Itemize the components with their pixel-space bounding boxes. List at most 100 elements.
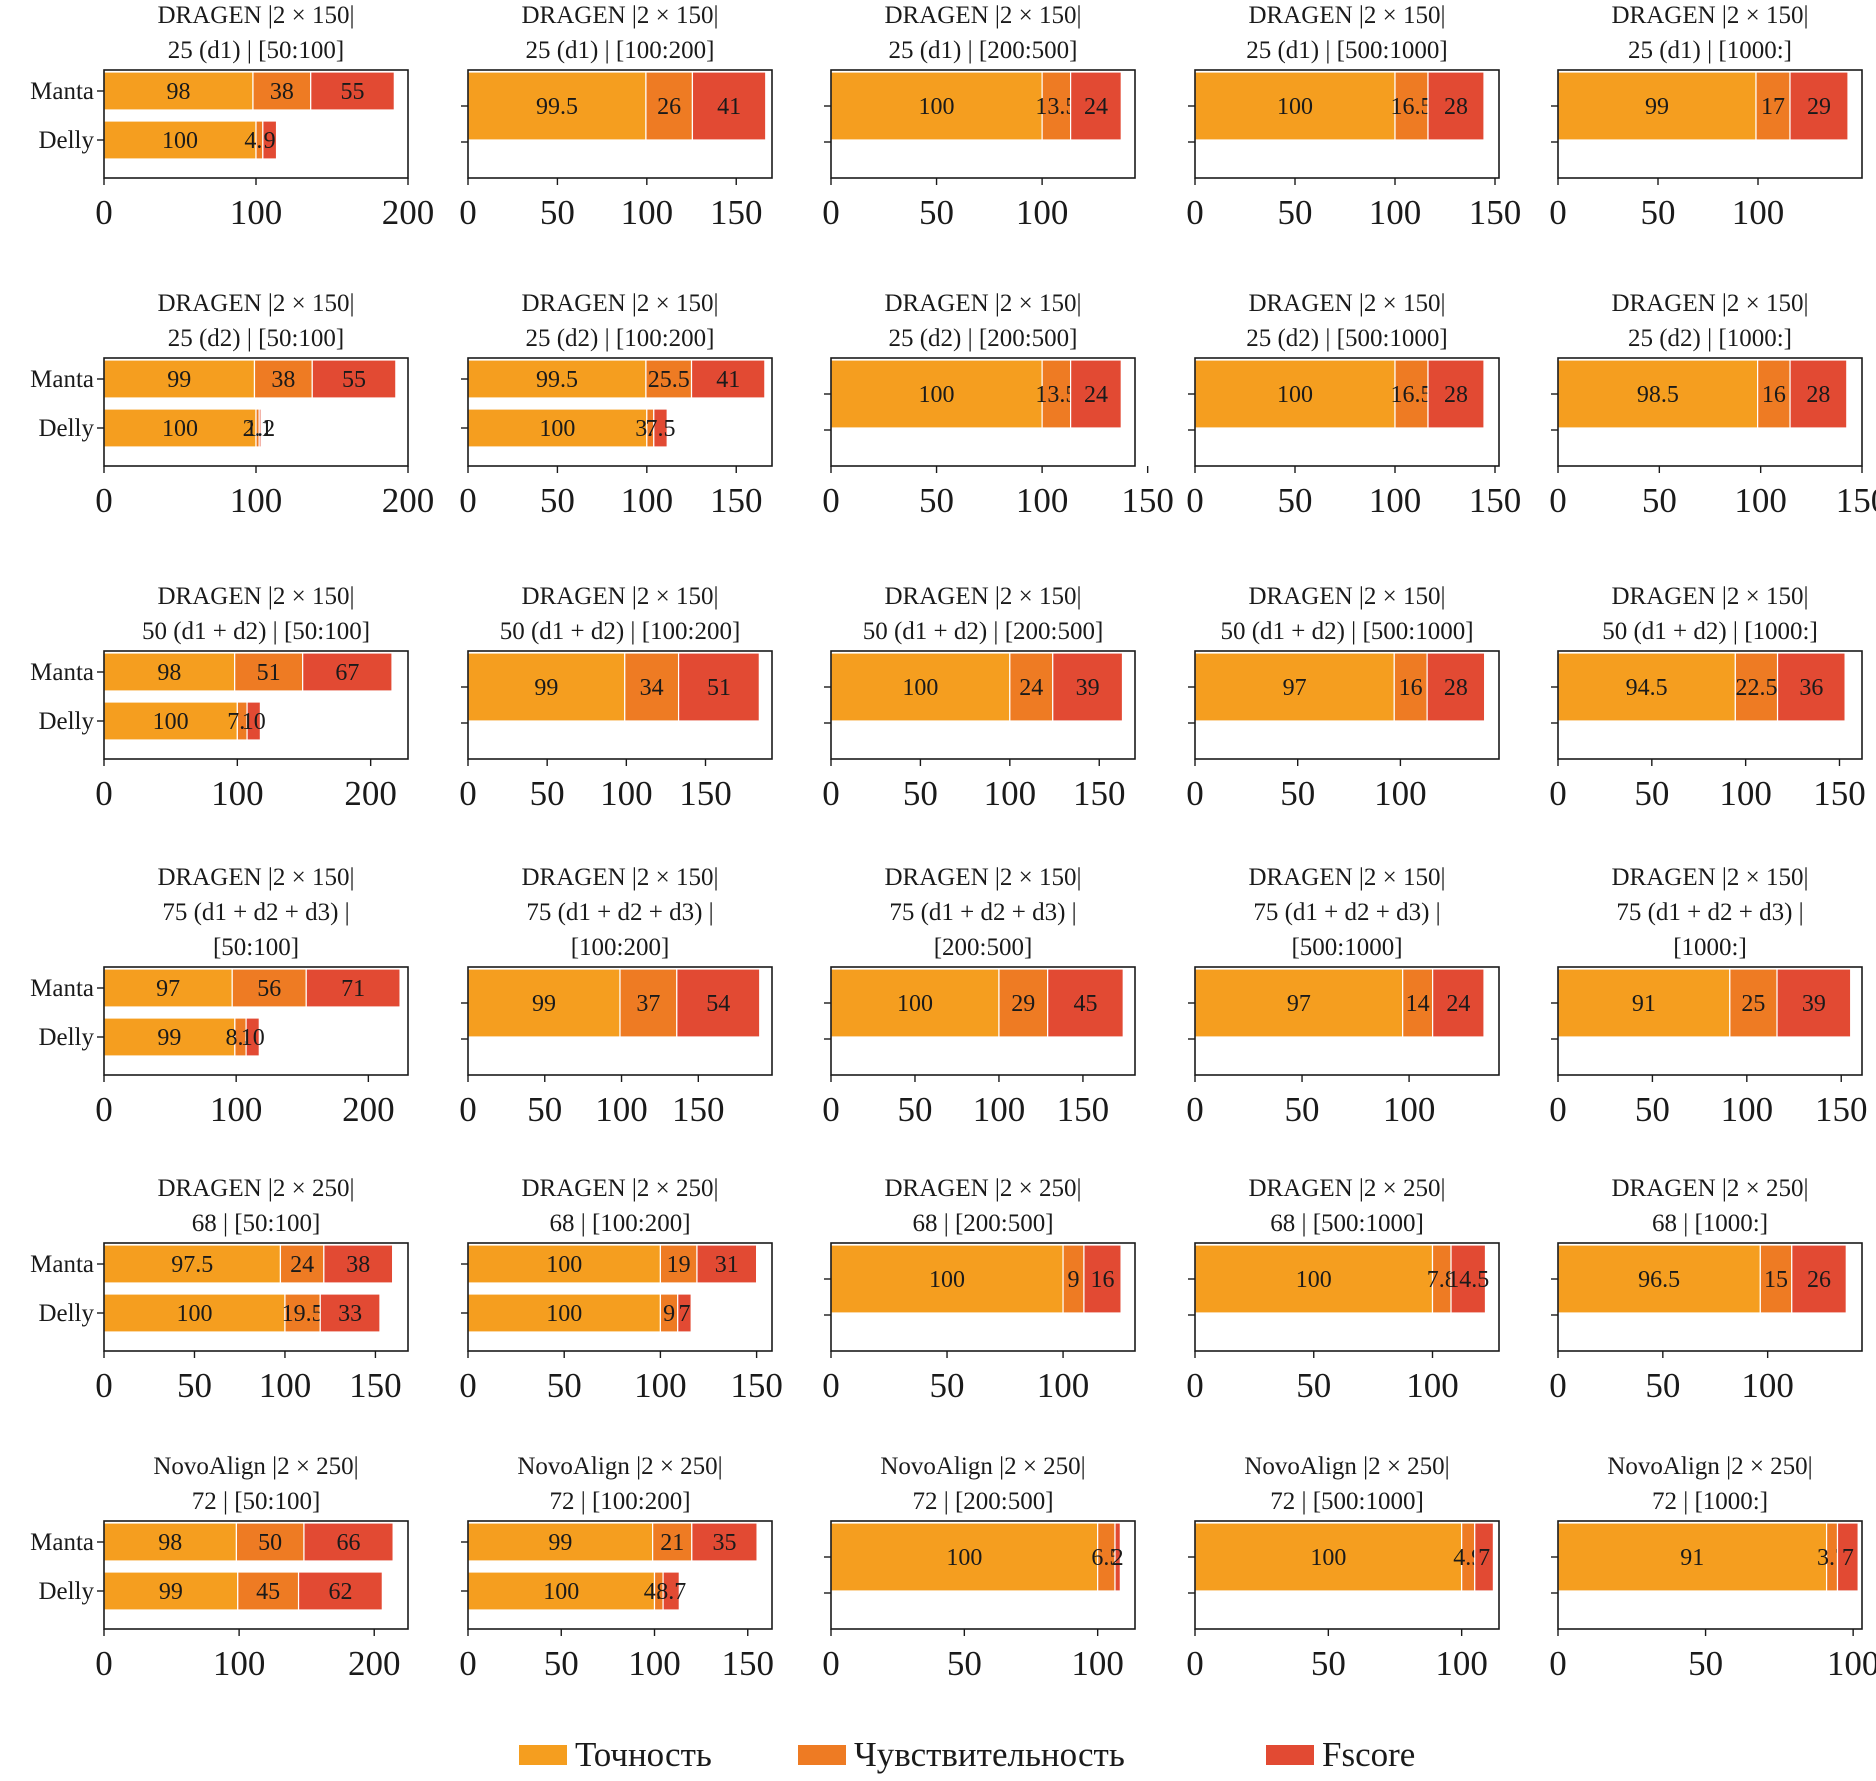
plot-frame	[103, 966, 409, 1076]
x-tick-label: 0	[1186, 1366, 1204, 1405]
subplot-16: DRAGEN |2 × 150| 75 (d1 + d2 + d3) | [50:1…	[30, 864, 409, 1129]
y-tick-label: Manta	[30, 975, 94, 1002]
subplot-title-line: DRAGEN |2 × 150|	[521, 864, 718, 891]
subplot-13: DRAGEN |2 × 150| 50 (d1 + d2) | [200:500]…	[822, 583, 1136, 813]
subplot-title-line: [50:100]	[213, 934, 299, 961]
subplot-title-line: DRAGEN |2 × 150|	[157, 583, 354, 610]
plot-frame	[830, 69, 1136, 179]
bar-segment	[1394, 359, 1429, 429]
subplot-11: DRAGEN |2 × 150| 50 (d1 + d2) | [50:100] 9…	[30, 583, 409, 813]
subplot-title-line: 25 (d2) | [50:100]	[168, 325, 345, 352]
subplot-29: NovoAlign |2 × 250|72 | [500:1000]100 4.9…	[1186, 1453, 1500, 1683]
bar-segment	[467, 968, 621, 1038]
bar-segment	[467, 1293, 662, 1333]
subplot-title-line: DRAGEN |2 × 150|	[884, 864, 1081, 891]
subplot-title-line: 25 (d1) | [200:500]	[888, 37, 1077, 64]
bar-value-label: 99	[167, 367, 191, 393]
subplot-title-line: DRAGEN |2 × 250|	[884, 1175, 1081, 1202]
legend-swatch	[1266, 1745, 1314, 1765]
bar-segment	[1557, 1522, 1828, 1592]
bar-segment	[1194, 1522, 1463, 1592]
subplot-title-line: NovoAlign |2 × 250|	[517, 1453, 722, 1480]
bar-value-label: 97	[1283, 675, 1307, 701]
y-tick-label: Delly	[38, 1578, 94, 1605]
bar-segment	[1432, 968, 1485, 1038]
x-tick-label: 50	[540, 481, 575, 520]
bar-segment	[1791, 1244, 1847, 1314]
bar-value-label: 55	[342, 367, 366, 393]
bar-value-label: 91	[1632, 991, 1656, 1017]
bar-segment	[1734, 652, 1779, 722]
bar-segment	[677, 652, 760, 722]
bar-value-label: 100	[546, 1301, 582, 1327]
x-tick-label: 50	[527, 1090, 562, 1129]
bar-value-label: 38	[346, 1252, 370, 1278]
plot-frame	[467, 69, 773, 179]
bar-value-label: 98	[166, 79, 190, 105]
bar-value-label: 39	[1802, 991, 1826, 1017]
plot-frame	[1557, 966, 1863, 1076]
bar-value-label: 51	[707, 675, 731, 701]
x-tick-label: 0	[95, 1090, 113, 1129]
plot-frame	[1557, 1242, 1863, 1352]
x-tick-label: 100	[213, 1644, 266, 1683]
y-tick-label: Delly	[38, 127, 94, 154]
x-tick-label: 50	[919, 193, 954, 232]
x-tick-label: 0	[95, 193, 113, 232]
x-tick-label: 0	[1549, 1366, 1567, 1405]
x-tick-label: 50	[1278, 481, 1313, 520]
plot-frame	[1557, 650, 1863, 760]
bar-value-label: 97.5	[171, 1252, 213, 1278]
bar-value-label: 16.5	[1391, 382, 1433, 408]
bar-segment	[1427, 359, 1485, 429]
bar-value-label: 100	[919, 382, 955, 408]
x-tick-label: 50	[1634, 774, 1669, 813]
bar-value-label: 37	[636, 991, 660, 1017]
bar-segment	[245, 1017, 260, 1057]
subplot-title-line: 72 | [100:200]	[549, 1488, 690, 1515]
x-tick-label: 50	[1635, 1090, 1670, 1129]
bar-segment	[830, 71, 1043, 141]
x-tick-label: 150	[1469, 481, 1522, 520]
bar-segment	[1194, 968, 1404, 1038]
bar-segment	[467, 71, 647, 141]
x-tick-label: 0	[459, 1090, 477, 1129]
bar-value-label: 7	[678, 1301, 690, 1327]
subplot-title-line: 25 (d1) | [1000:]	[1628, 37, 1792, 64]
x-tick-label: 150	[722, 1644, 775, 1683]
bar-value-label: 98	[158, 1530, 182, 1556]
subplot-14: DRAGEN |2 × 150| 50 (d1 + d2) | [500:1000…	[1186, 583, 1500, 813]
subplot-title-line: DRAGEN |2 × 250|	[521, 1175, 718, 1202]
subplot-8: DRAGEN |2 × 150|25 (d2) | [200:500]100 13…	[822, 290, 1174, 520]
bar-value-label: 100	[1310, 1545, 1346, 1571]
subplot-title-line: 50 (d1 + d2) | [1000:]	[1602, 618, 1818, 645]
bar-segment	[691, 1522, 758, 1562]
x-tick-label: 100	[1369, 481, 1422, 520]
subplot-title-line: 50 (d1 + d2) | [50:100]	[142, 618, 370, 645]
subplot-19: DRAGEN |2 × 150| 75 (d1 + d2 + d3) | [500:…	[1186, 864, 1500, 1129]
bar-segment	[998, 968, 1049, 1038]
x-tick-label: 100	[973, 1090, 1026, 1129]
bar-segment	[103, 359, 256, 399]
bar-value-label: 7	[1478, 1545, 1490, 1571]
bar-segment	[252, 71, 312, 111]
subplot-title-line: DRAGEN |2 × 250|	[1611, 1175, 1808, 1202]
bar-value-label: 98.5	[1637, 382, 1679, 408]
bar-value-label: 29	[1011, 991, 1035, 1017]
bar-value-label: 26	[1807, 1267, 1831, 1293]
plot-frame	[1194, 69, 1500, 179]
x-tick-label: 50	[1296, 1366, 1331, 1405]
bar-value-label: 9	[264, 128, 276, 154]
bar-value-label: 100	[902, 675, 938, 701]
subplot-title-line: DRAGEN |2 × 150|	[1611, 290, 1808, 317]
subplot-title-line: 25 (d2) | [200:500]	[888, 325, 1077, 352]
bar-value-label: 67	[335, 660, 359, 686]
x-tick-label: 100	[1406, 1366, 1459, 1405]
bar-segment	[691, 71, 767, 141]
subplot-20: DRAGEN |2 × 150| 75 (d1 + d2 + d3) | [1000…	[1549, 864, 1867, 1129]
bar-value-label: 22.5	[1735, 675, 1777, 701]
plot-frame	[1557, 69, 1863, 179]
subplot-title-line: 68 | [50:100]	[192, 1210, 321, 1237]
bar-segment	[1557, 652, 1736, 722]
x-tick-label: 50	[1280, 774, 1315, 813]
